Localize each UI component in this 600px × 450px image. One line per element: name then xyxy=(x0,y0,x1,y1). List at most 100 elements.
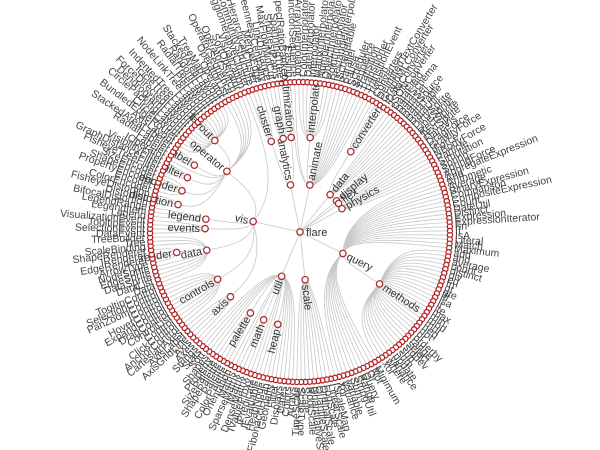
node-label: Maximum xyxy=(453,243,500,260)
branch-node: methods xyxy=(375,280,422,316)
tree-link xyxy=(290,184,301,233)
tree-link xyxy=(177,171,228,207)
node-marker xyxy=(202,246,211,255)
nodes-layer: flareanalyticsclusterAgglomerativeCluste… xyxy=(60,0,554,450)
node-label: TimeScale xyxy=(290,387,303,437)
leaf-node: and xyxy=(444,252,471,267)
node-label: render xyxy=(140,248,174,265)
node-label: Expression xyxy=(454,207,507,224)
node-label: TooltipEvent xyxy=(88,216,146,231)
tree-link xyxy=(329,253,352,374)
node-marker xyxy=(174,200,182,209)
tree-link xyxy=(281,275,291,382)
node-label: TreeBuilder xyxy=(91,232,146,246)
branch-node: interpolate xyxy=(305,81,323,142)
branch-node: optimization xyxy=(279,73,296,142)
node-marker xyxy=(277,272,286,281)
branch-node: util xyxy=(269,272,286,297)
node-marker xyxy=(178,187,186,195)
node-label: data xyxy=(180,246,204,262)
node-label: SelectionEvent xyxy=(75,222,145,235)
branch-node: flare xyxy=(296,227,327,239)
node-label: eq xyxy=(446,274,461,289)
node-marker xyxy=(339,249,347,258)
node-label: Count xyxy=(452,194,482,211)
tree-link xyxy=(226,171,257,222)
tree-link xyxy=(330,253,356,372)
node-marker xyxy=(346,147,355,156)
tree-link xyxy=(205,275,282,350)
node-marker xyxy=(259,315,268,324)
node-label: gte xyxy=(441,286,459,303)
node-label: Displays xyxy=(268,385,285,426)
node-label: Match xyxy=(454,239,484,253)
tree-link xyxy=(331,253,360,370)
node-marker xyxy=(210,136,219,145)
node-label: interpolate xyxy=(305,81,322,133)
node-marker xyxy=(338,204,346,213)
node-label: Xor xyxy=(334,380,350,399)
tree-link xyxy=(342,242,450,254)
tree-link xyxy=(379,259,447,285)
node-marker xyxy=(223,167,231,176)
tree-link xyxy=(361,283,380,361)
node-marker xyxy=(183,173,192,182)
node-label: Arrays xyxy=(285,387,298,418)
branch-node: render xyxy=(140,248,181,265)
node-label: IsA xyxy=(455,230,470,242)
leaf-node: Filter xyxy=(265,376,281,409)
node-label: Legend xyxy=(110,206,146,222)
node-label: ExpressionIterator xyxy=(454,211,540,228)
node-label: RootScale xyxy=(304,386,319,435)
branch-node: graph xyxy=(271,105,288,143)
node-label: ScaleType xyxy=(295,387,307,436)
branch-node: data xyxy=(180,246,211,262)
node-marker xyxy=(306,133,314,142)
node-marker xyxy=(375,280,384,288)
node-label: Interpolator xyxy=(307,24,323,78)
tree-link xyxy=(309,96,366,186)
node-marker xyxy=(287,133,296,142)
node-label: Filter xyxy=(265,384,281,409)
branch-node: vis xyxy=(234,212,258,227)
node-label: scale xyxy=(299,284,314,311)
tree-link xyxy=(342,239,450,254)
node-label: If xyxy=(455,225,461,237)
tree-link xyxy=(334,253,372,365)
tree-link xyxy=(332,253,364,369)
node-label: DateInterpolator xyxy=(302,1,318,77)
node-label: count xyxy=(450,261,478,278)
node-label: gt xyxy=(443,282,456,296)
node-label: and xyxy=(452,252,471,267)
node-marker xyxy=(279,134,287,143)
branch-node: query xyxy=(339,249,375,274)
leaf-node: Dates xyxy=(275,377,290,414)
tree-link xyxy=(208,275,282,352)
node-label: Or xyxy=(364,368,380,384)
node-marker xyxy=(226,292,235,301)
tree-link xyxy=(309,98,370,186)
node-marker xyxy=(201,224,209,233)
node-marker xyxy=(273,320,282,329)
node-label: events xyxy=(167,222,200,235)
node-label: methods xyxy=(380,282,422,315)
node-label: lt xyxy=(435,298,445,311)
node-marker xyxy=(249,217,258,226)
node-label: Fn xyxy=(455,220,468,232)
node-label: animate xyxy=(306,141,326,182)
tree-link xyxy=(324,253,344,377)
node-label: vis xyxy=(234,212,250,227)
branch-node: scale xyxy=(299,275,314,311)
branch-node: heap xyxy=(266,320,283,355)
node-label: div xyxy=(447,269,464,284)
tree-link xyxy=(253,221,301,233)
node-marker xyxy=(286,181,295,189)
node-label: util xyxy=(269,279,285,297)
node-label: ColorInterpolator xyxy=(298,0,312,77)
node-label: flare xyxy=(306,227,327,239)
tree-link xyxy=(334,253,368,367)
node-label: optimization xyxy=(279,73,296,133)
node-label: Scale xyxy=(299,387,312,414)
tree-link xyxy=(217,221,255,280)
